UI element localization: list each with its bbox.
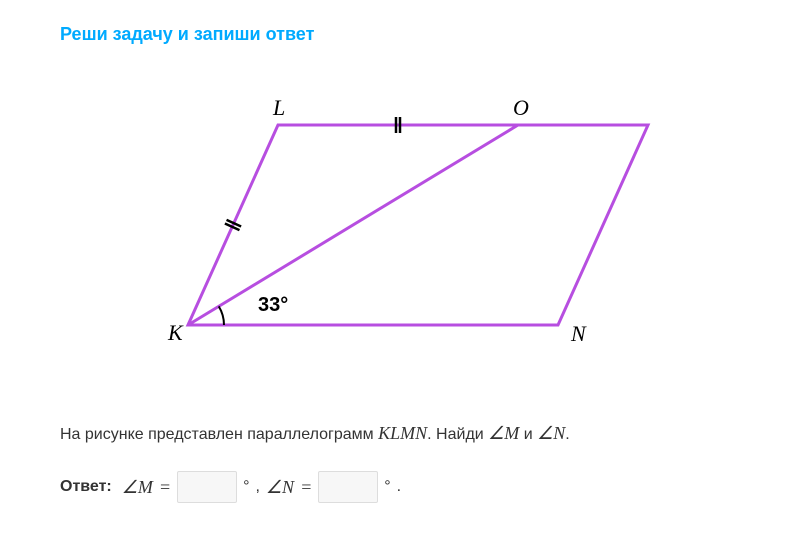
problem-mid: . Найди (427, 426, 488, 443)
answer-angle-n: ∠N (266, 477, 294, 498)
diagram-svg: 33°KLMNO (153, 85, 653, 355)
svg-text:K: K (167, 320, 184, 345)
shape-name: KLMN (378, 423, 427, 443)
angle-m-text: ∠ (488, 423, 504, 443)
svg-text:O: O (513, 95, 529, 120)
answer-eq1: = (159, 477, 171, 498)
task-title: Реши задачу и запиши ответ (60, 24, 745, 45)
svg-text:N: N (570, 321, 587, 346)
problem-text: На рисунке представлен параллелограмм KL… (60, 420, 745, 447)
answer-angle-m: ∠M (122, 477, 153, 498)
parallelogram-diagram: 33°KLMNO (153, 85, 653, 360)
answer-degree1: ° (243, 478, 249, 496)
answer-sep: , (255, 478, 259, 496)
answer-degree2: ° (384, 478, 390, 496)
angle-m-var: M (504, 423, 519, 443)
svg-text:33°: 33° (258, 294, 288, 316)
svg-text:L: L (272, 95, 285, 120)
problem-connector: и (519, 426, 537, 443)
angle-n-text: ∠ (537, 423, 553, 443)
problem-suffix: . (565, 426, 569, 443)
answer-eq2: = (300, 477, 312, 498)
answer-label: Ответ: (60, 478, 112, 496)
answer-row: Ответ: ∠M = °, ∠N = °. (60, 471, 745, 503)
diagram-wrapper: 33°KLMNO (60, 85, 745, 360)
angle-m-input[interactable] (177, 471, 237, 503)
angle-n-var: N (553, 423, 565, 443)
angle-n-input[interactable] (318, 471, 378, 503)
problem-prefix: На рисунке представлен параллелограмм (60, 426, 378, 443)
answer-end: . (397, 478, 401, 496)
